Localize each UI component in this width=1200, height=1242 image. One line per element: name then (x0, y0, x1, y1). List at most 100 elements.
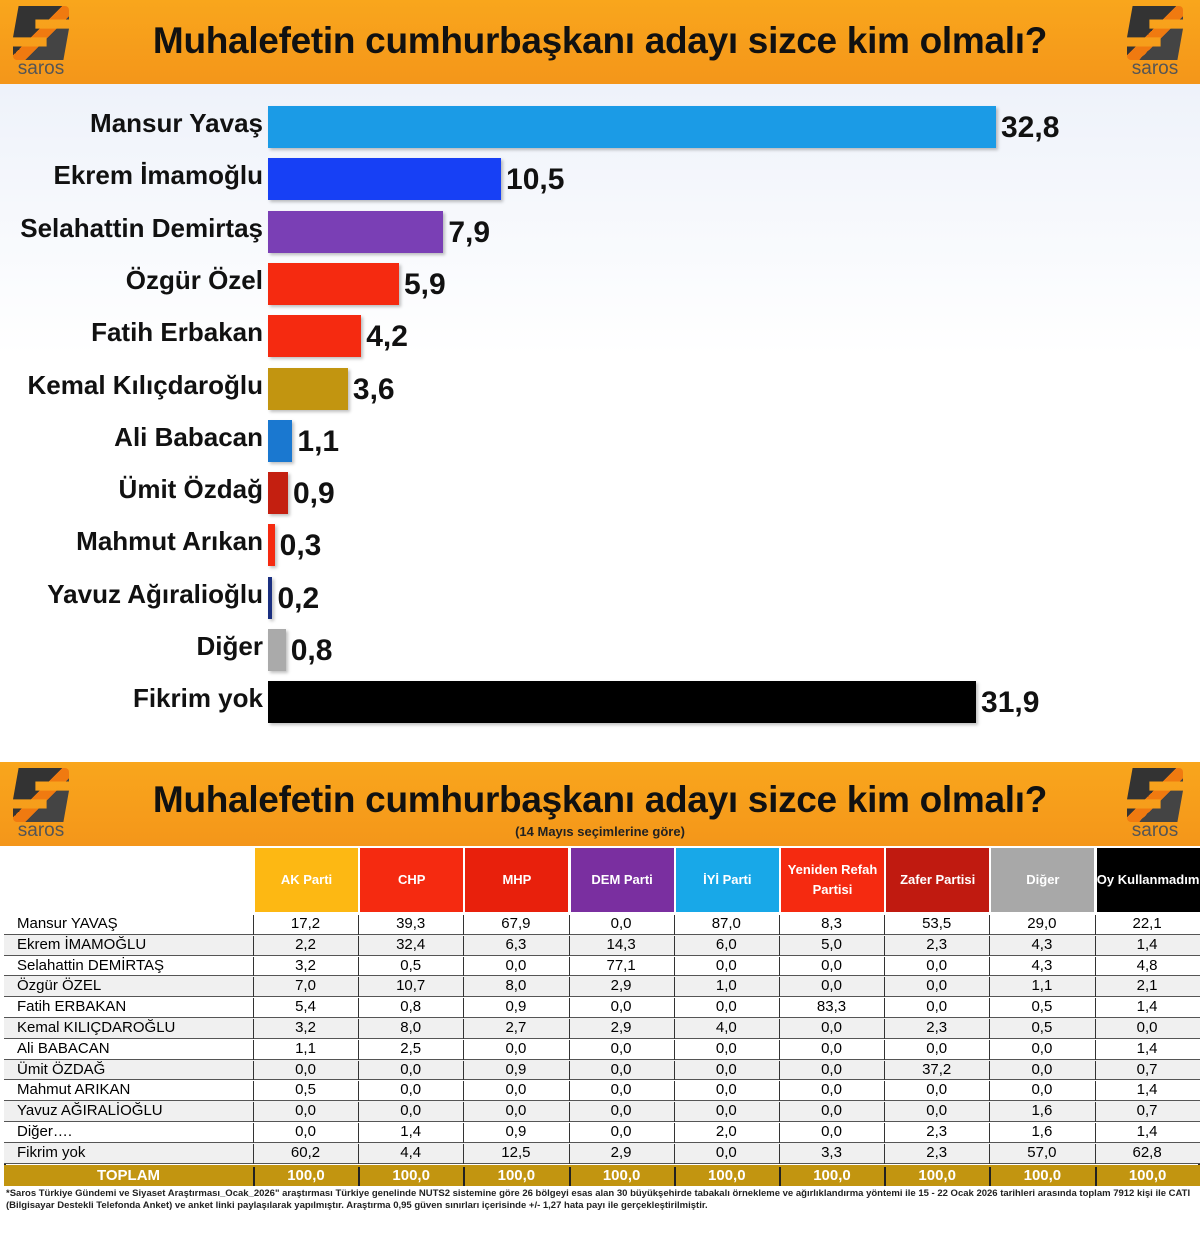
table-cell: 0,9 (463, 998, 567, 1019)
table-row: Ekrem İMAMOĞLU 2,2 32,4 6,3 14,3 6,0 5,0 2,3 4,3… (4, 934, 1200, 956)
table-cell: 22,1 (1094, 915, 1199, 935)
table-cell: 0,0 (568, 1060, 673, 1081)
table-cell: 2,3 (884, 1123, 988, 1143)
bar-value-label: 32,8 (1001, 111, 1060, 144)
table-cell: 0,0 (779, 1019, 883, 1039)
table-cell: 0,0 (673, 1102, 778, 1123)
table-cell: 4,3 (989, 956, 1093, 977)
table-cell: 2,9 (568, 1143, 673, 1164)
table-cell: 32,4 (358, 935, 462, 956)
table-row: Mahmut ARIKAN 0,5 0,0 0,0 0,0 0,0 0,0 0,0 0,0 1,4 (4, 1080, 1200, 1102)
table-cell: 14,3 (568, 935, 673, 956)
table-cell: 53,5 (884, 915, 988, 935)
table-row: Diğer…. 0,0 1,4 0,9 0,0 2,0 0,0 2,3 1,6 1,4 (4, 1122, 1200, 1143)
bar (268, 681, 977, 724)
row-label: Özgür ÖZEL (17, 977, 102, 995)
bar-value-label: 1,1 (297, 424, 340, 458)
table-cell: 4,4 (358, 1143, 462, 1164)
table-cell: 3,2 (253, 956, 357, 977)
saros-logo: saros (10, 768, 72, 844)
table-cell: 0,0 (779, 1081, 883, 1102)
table-cell: 2,9 (568, 977, 673, 998)
bar-category-label: Diğer (196, 631, 263, 661)
column-header: Yeniden Refah Partisi (779, 848, 884, 912)
table-cell: 0,0 (989, 1039, 1093, 1060)
table-cell: 0,0 (463, 1081, 567, 1102)
bar (268, 524, 275, 567)
table-cell: 60,2 (253, 1143, 357, 1164)
table-cell: 0,0 (673, 1081, 778, 1102)
table-title: Muhalefetin cumhurbaşkanı adayı sizce ki… (152, 779, 1048, 820)
table-cell: 0,0 (779, 977, 883, 998)
row-label: Selahattin DEMİRTAŞ (17, 956, 165, 974)
table-cell: 0,0 (779, 956, 883, 977)
total-cell: 100,0 (989, 1167, 1093, 1186)
table-cell: 0,8 (358, 998, 462, 1019)
bar-value-label: 0,3 (279, 529, 322, 563)
table-cell: 0,0 (253, 1060, 357, 1081)
column-header: İYİ Parti (673, 848, 779, 912)
bar-value-label: 5,9 (403, 267, 446, 301)
table-cell: 0,0 (884, 956, 988, 977)
total-cell: 100,0 (463, 1167, 567, 1186)
bar-value-label: 0,2 (277, 581, 320, 615)
bar-value-label: 0,8 (290, 634, 333, 667)
column-header: CHP (358, 848, 464, 912)
table-cell: 6,3 (463, 935, 567, 956)
table-cell: 10,7 (358, 977, 462, 998)
table-cell: 0,0 (779, 1123, 883, 1143)
saros-logo-right: saros (1124, 6, 1186, 82)
column-header: Zafer Partisi (884, 848, 990, 912)
saros-logo: saros (10, 6, 72, 82)
table-cell: 0,0 (673, 956, 778, 977)
table-cell: 29,0 (989, 915, 1093, 935)
bar-value-label: 4,2 (366, 320, 408, 354)
table-cell: 83,3 (779, 998, 883, 1019)
bar (268, 315, 362, 358)
table-cell: 0,0 (884, 1081, 988, 1102)
table-cell: 2,1 (1094, 977, 1199, 998)
total-row: TOPLAM 100,0 100,0 100,0 100,0 100,0 100,0 100,… (4, 1165, 1200, 1186)
bar-category-label: Selahattin Demirtaş (20, 212, 263, 243)
table-cell: 0,0 (463, 956, 567, 977)
table-cell: 5,0 (779, 935, 883, 956)
bar (268, 629, 286, 671)
bar (268, 472, 288, 515)
table-row: Ali BABACAN 1,1 2,5 0,0 0,0 0,0 0,0 0,0 0,0 1,4 (4, 1038, 1200, 1060)
table-row: Fikrim yok 60,2 4,4 12,5 2,9 0,0 3,3 2,3 57,0 62,… (4, 1142, 1200, 1164)
bar (268, 158, 502, 201)
row-label: Fikrim yok (17, 1143, 86, 1161)
table-cell: 0,9 (463, 1123, 567, 1143)
table-cell: 1,6 (989, 1102, 1093, 1123)
table-cell: 0,5 (358, 956, 462, 977)
bar-value-label: 31,9 (981, 686, 1040, 720)
bar-category-label: Fatih Erbakan (91, 317, 263, 348)
bar (268, 576, 273, 619)
bar-value-label: 7,9 (448, 215, 491, 249)
table-cell: 1,1 (253, 1039, 357, 1060)
table-cell: 37,2 (884, 1060, 988, 1081)
table-cell: 87,0 (673, 915, 778, 935)
table-cell: 0,5 (989, 998, 1093, 1019)
table-cell: 0,0 (463, 1039, 567, 1060)
bar-category-label: Ümit Özdağ (118, 474, 263, 505)
bar (268, 210, 444, 253)
bar (268, 419, 293, 462)
bar-category-label: Fikrim yok (132, 683, 263, 714)
row-label: Ekrem İMAMOĞLU (17, 935, 147, 953)
total-cell: 100,0 (253, 1167, 357, 1186)
table-cell: 0,0 (884, 977, 988, 998)
table-cell: 0,9 (463, 1060, 567, 1081)
row-label: Diğer…. (17, 1123, 73, 1140)
table-cell: 57,0 (989, 1143, 1093, 1164)
column-header: Oy Kullanmadım (1094, 848, 1200, 912)
table-cell: 0,7 (1094, 1060, 1199, 1081)
row-label: Mahmut ARIKAN (17, 1081, 131, 1099)
table-cell: 0,0 (253, 1123, 357, 1143)
chart-title: Muhalefetin cumhurbaşkanı adayı sizce ki… (152, 20, 1048, 61)
bar-category-label: Ali Babacan (114, 421, 263, 452)
table-cell: 3,3 (779, 1143, 883, 1164)
total-cell: 100,0 (673, 1167, 778, 1186)
chart-header: saros Muhalefetin cumhurbaşkanı adayı si… (0, 0, 1200, 84)
table-cell: 0,0 (779, 1102, 883, 1123)
